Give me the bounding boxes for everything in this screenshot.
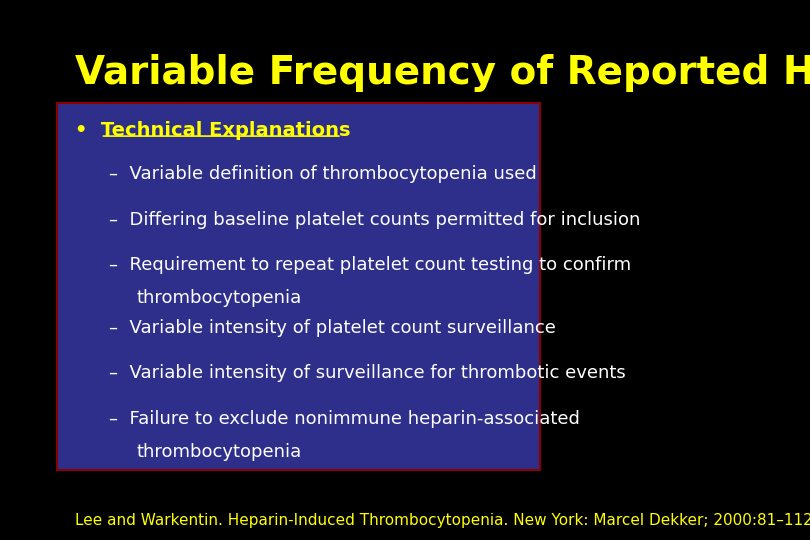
Text: thrombocytopenia: thrombocytopenia	[136, 443, 301, 461]
Text: Variable Frequency of Reported HIT: Variable Frequency of Reported HIT	[75, 54, 810, 92]
FancyBboxPatch shape	[58, 103, 540, 470]
Text: –  Variable intensity of surveillance for thrombotic events: – Variable intensity of surveillance for…	[109, 364, 626, 382]
Text: –  Variable intensity of platelet count surveillance: – Variable intensity of platelet count s…	[109, 319, 556, 336]
Text: •  Technical Explanations: • Technical Explanations	[75, 122, 350, 140]
Text: –  Failure to exclude nonimmune heparin-associated: – Failure to exclude nonimmune heparin-a…	[109, 410, 580, 428]
Text: –  Differing baseline platelet counts permitted for inclusion: – Differing baseline platelet counts per…	[109, 211, 641, 228]
Text: thrombocytopenia: thrombocytopenia	[136, 289, 301, 307]
Text: –  Requirement to repeat platelet count testing to confirm: – Requirement to repeat platelet count t…	[109, 256, 631, 274]
Text: Lee and Warkentin. Heparin-Induced Thrombocytopenia. New York: Marcel Dekker; 20: Lee and Warkentin. Heparin-Induced Throm…	[75, 513, 810, 528]
Text: –  Variable definition of thrombocytopenia used: – Variable definition of thrombocytopeni…	[109, 165, 537, 183]
